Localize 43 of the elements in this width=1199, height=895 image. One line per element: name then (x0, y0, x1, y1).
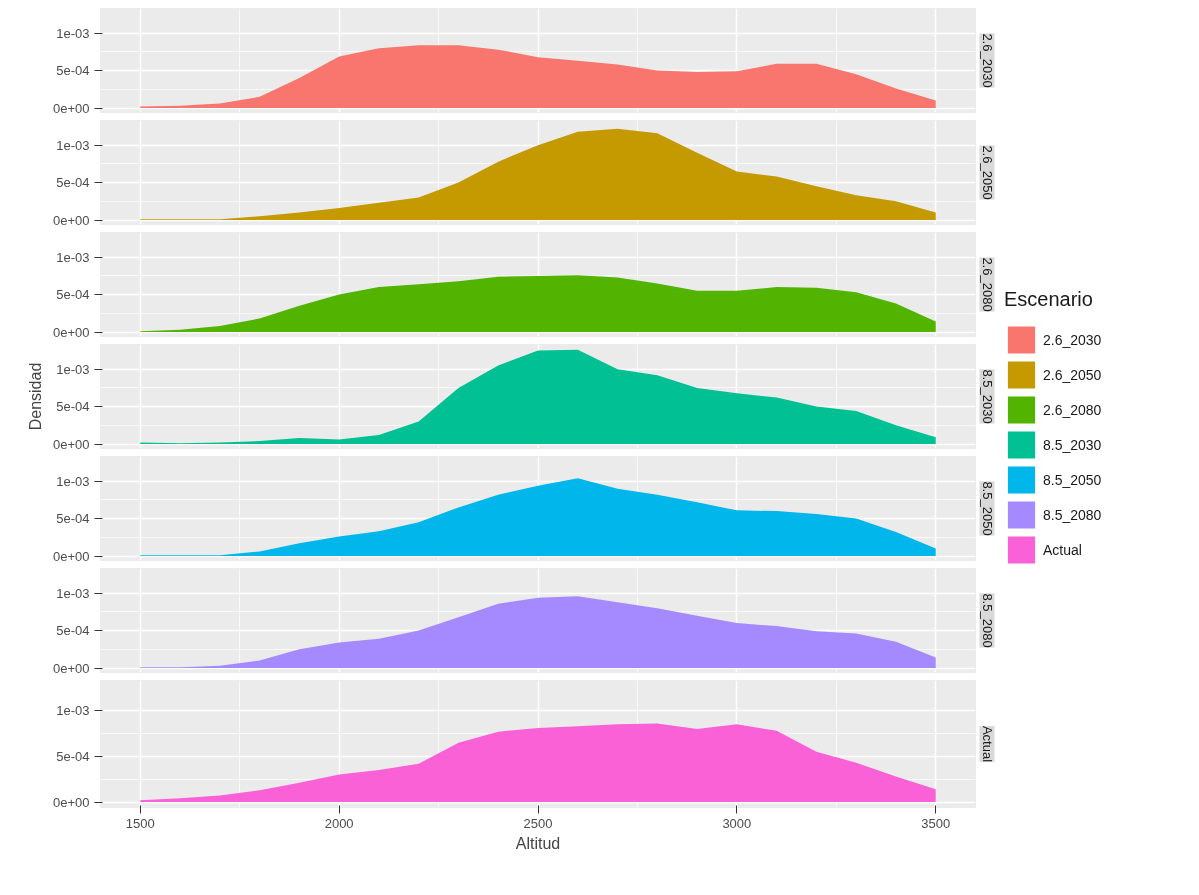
x-tick-label: 1500 (125, 815, 155, 831)
y-axis-title: Densidad (26, 362, 44, 431)
y-tick-label: 1e-03 (56, 361, 90, 377)
x-tick-label: 3500 (921, 815, 951, 831)
text: 8.5_2030 (979, 369, 995, 424)
y-tick-label: 1e-03 (56, 249, 90, 265)
x-tick-label: 3000 (722, 815, 752, 831)
legend-label: 8.5_2080 (1043, 506, 1102, 523)
y-tick-label: 1e-03 (56, 473, 90, 489)
y-tick-label: 5e-04 (56, 623, 90, 639)
legend-label: 2.6_2080 (1043, 401, 1102, 418)
text: Actual (979, 725, 995, 763)
y-tick-label: 0e+00 (52, 100, 90, 116)
legend-label: 2.6_2050 (1043, 366, 1102, 383)
y-tick-label: 5e-04 (56, 511, 90, 527)
y-tick-label: 1e-03 (56, 585, 90, 601)
y-tick-label: 5e-04 (56, 399, 90, 415)
legend-label: Actual (1043, 541, 1082, 558)
y-tick-label: 1e-03 (56, 25, 90, 41)
y-tick-label: 5e-04 (56, 175, 90, 191)
text: 2.6_2080 (979, 257, 995, 312)
y-tick-label: 5e-04 (56, 748, 90, 764)
legend-label: 2.6_2030 (1043, 331, 1102, 348)
legend-title: Escenario (1004, 287, 1094, 311)
y-tick-label: 0e+00 (52, 794, 90, 810)
y-tick-label: 1e-03 (56, 137, 90, 153)
y-tick-label: 0e+00 (52, 436, 90, 452)
legend-label: 8.5_2050 (1043, 471, 1102, 488)
y-tick-label: 0e+00 (52, 660, 90, 676)
x-tick-label: 2000 (324, 815, 354, 831)
y-tick-label: 1e-03 (56, 703, 90, 719)
y-tick-label: 0e+00 (52, 548, 90, 564)
text: 8.5_2050 (979, 481, 995, 536)
x-axis-title: Altitud (515, 834, 561, 852)
legend-label: 8.5_2030 (1043, 436, 1102, 453)
y-tick-label: 0e+00 (52, 324, 90, 340)
text: 2.6_2050 (979, 145, 995, 200)
text: 8.5_2080 (979, 593, 995, 648)
text: 2.6_2030 (979, 33, 995, 88)
y-tick-label: 5e-04 (56, 287, 90, 303)
y-tick-label: 5e-04 (56, 63, 90, 79)
x-tick-label: 2500 (523, 815, 553, 831)
y-tick-label: 0e+00 (52, 212, 90, 228)
